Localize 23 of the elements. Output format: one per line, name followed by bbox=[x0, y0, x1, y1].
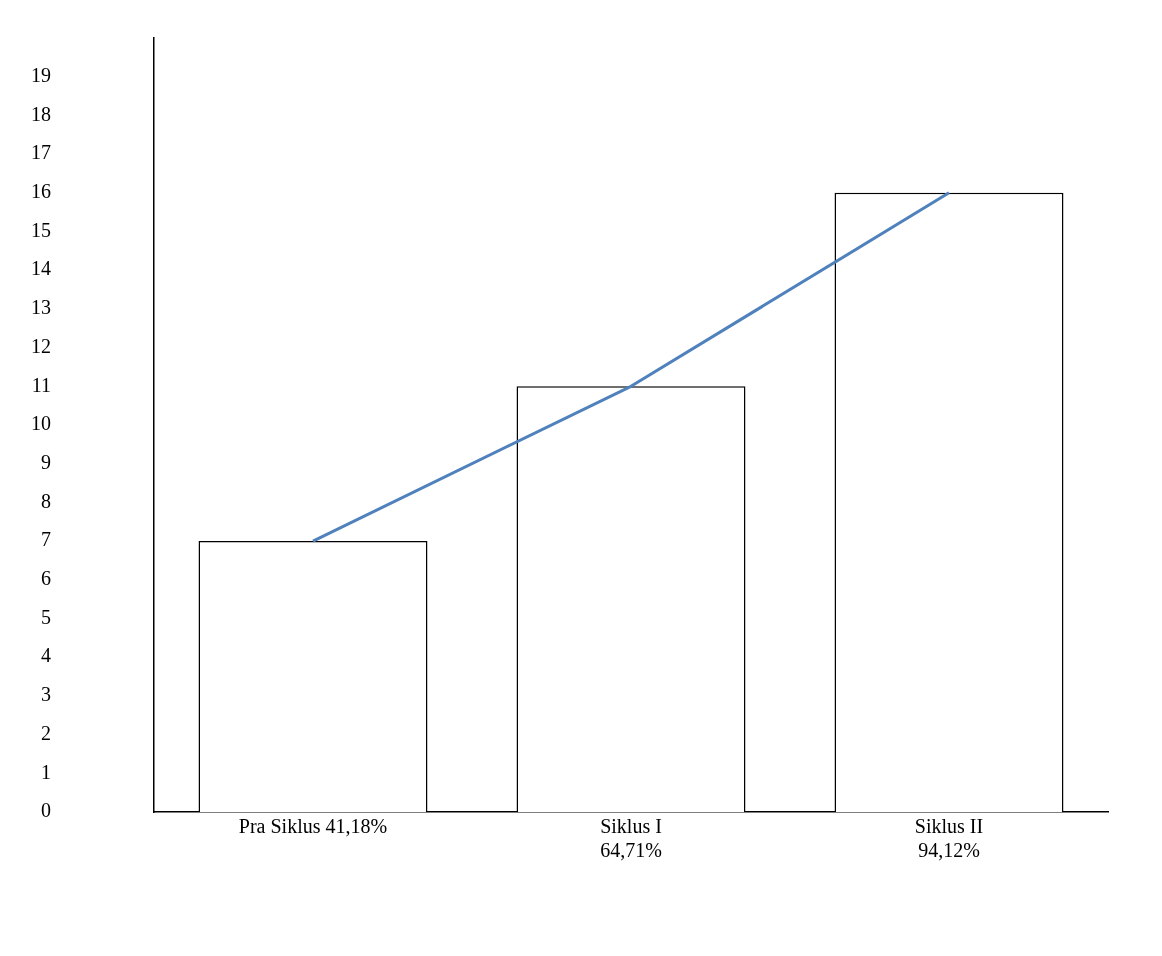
y-tick-label: 15 bbox=[31, 218, 51, 241]
y-tick-label: 19 bbox=[31, 63, 51, 86]
y-tick-label: 4 bbox=[41, 644, 51, 667]
y-tick-label: 16 bbox=[31, 180, 51, 203]
y-tick-label: 12 bbox=[31, 334, 51, 357]
y-tick-label: 14 bbox=[31, 257, 51, 280]
y-tick-label: 13 bbox=[31, 296, 51, 319]
y-tick-label: 1 bbox=[41, 760, 51, 783]
y-tick-label: 3 bbox=[41, 683, 51, 706]
y-tick-label: 5 bbox=[41, 605, 51, 628]
y-tick-label: 10 bbox=[31, 412, 51, 435]
y-tick-label: 2 bbox=[41, 721, 51, 744]
y-tick-label: 18 bbox=[31, 102, 51, 125]
y-tick-label: 11 bbox=[31, 373, 51, 396]
x-tick-label: Pra Siklus 41,18% bbox=[238, 815, 388, 838]
x-tick-label: Siklus I 64,71% bbox=[600, 815, 662, 862]
y-tick-label: 8 bbox=[41, 489, 51, 512]
y-tick-label: 0 bbox=[41, 799, 51, 822]
y-tick-label: 6 bbox=[41, 567, 51, 590]
y-tick-label: 17 bbox=[31, 141, 51, 164]
x-tick-label: Siklus II 94,12% bbox=[914, 815, 984, 862]
y-tick-label: 7 bbox=[41, 528, 51, 551]
y-tick-label: 9 bbox=[41, 450, 51, 473]
